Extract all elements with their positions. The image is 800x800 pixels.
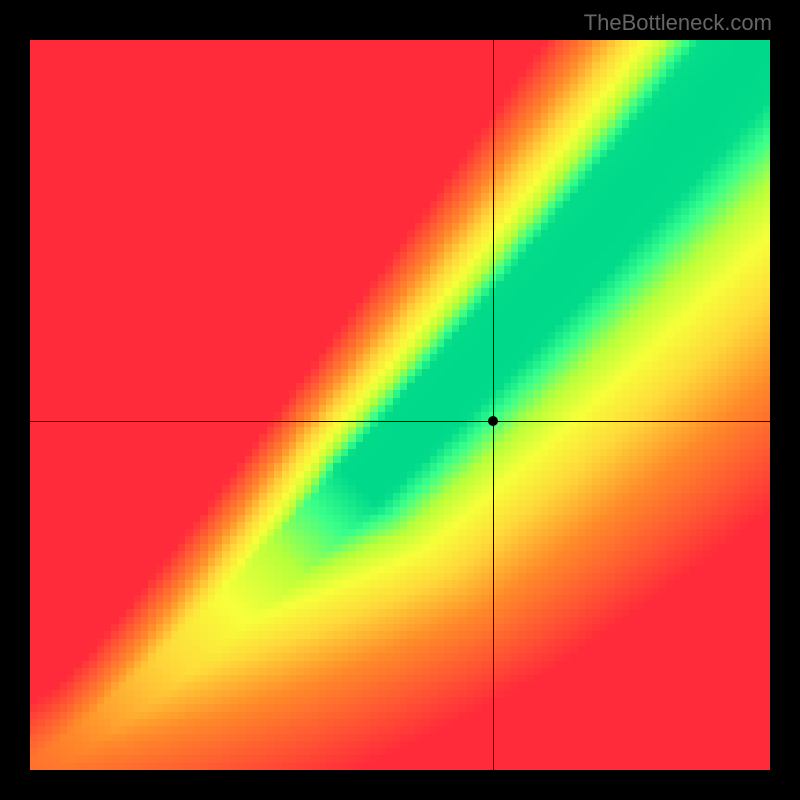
crosshair-horizontal — [30, 421, 770, 422]
heatmap-plot — [30, 40, 770, 770]
heatmap-canvas — [30, 40, 770, 770]
crosshair-vertical — [493, 40, 494, 770]
watermark-text: TheBottleneck.com — [584, 10, 772, 36]
marker-dot — [488, 416, 498, 426]
